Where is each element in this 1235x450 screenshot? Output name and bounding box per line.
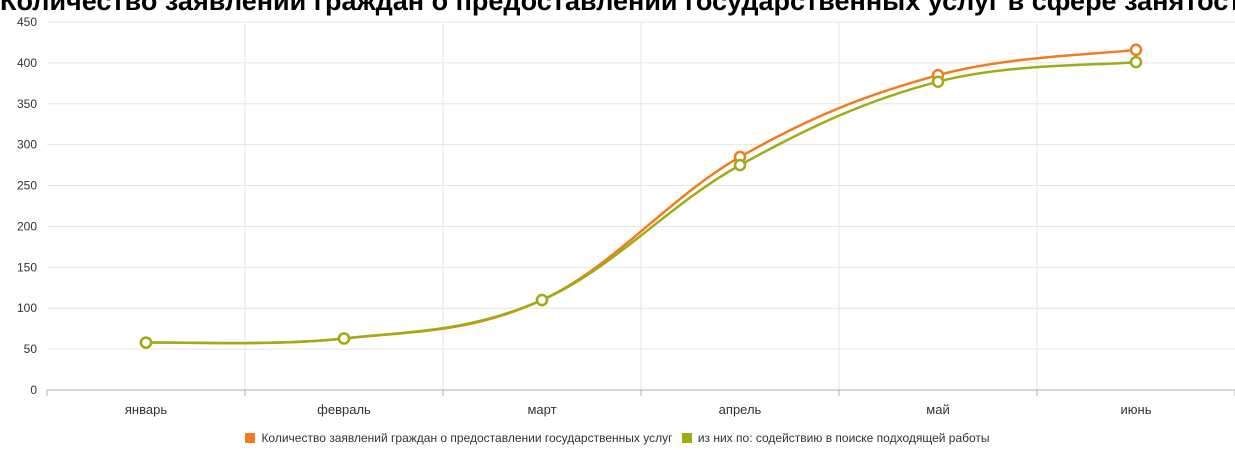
y-tick-label: 450 xyxy=(17,15,37,29)
data-point-series-2 xyxy=(733,158,747,172)
y-tick-label: 50 xyxy=(24,342,38,356)
legend: Количество заявлений граждан о предостав… xyxy=(0,431,1235,446)
legend-item-series-2[interactable]: из них по: содействию в поиске подходяще… xyxy=(681,431,990,445)
y-tick-label: 100 xyxy=(17,301,37,315)
y-tick-label: 300 xyxy=(17,138,37,152)
y-tick-label: 250 xyxy=(17,179,37,193)
x-tick-label: май xyxy=(926,402,949,417)
x-tick-label: февраль xyxy=(317,402,371,417)
data-point-series-2 xyxy=(1129,55,1143,69)
legend-label-series-2: из них по: содействию в поиске подходяще… xyxy=(697,431,990,445)
y-tick-label: 400 xyxy=(17,56,37,70)
data-point-series-1 xyxy=(1129,43,1143,57)
y-tick-label: 0 xyxy=(30,383,37,397)
x-tick-label: март xyxy=(527,402,556,417)
x-tick-label: июнь xyxy=(1121,402,1152,417)
data-point-series-2 xyxy=(337,332,351,345)
x-tick-label: апрель xyxy=(719,402,762,417)
y-tick-label: 200 xyxy=(17,219,37,233)
data-point-series-2 xyxy=(139,336,153,349)
y-tick-label: 350 xyxy=(17,97,37,111)
y-tick-label: 150 xyxy=(17,260,37,274)
line-chart: 0 50 100 150 200 250 300 350 400 450 январь февраль… xyxy=(17,15,1235,417)
legend-swatch-series-1 xyxy=(245,433,256,443)
legend-swatch-series-2 xyxy=(681,433,692,443)
legend-item-series-1[interactable]: Количество заявлений граждан о предостав… xyxy=(245,431,672,445)
series-line-2 xyxy=(145,60,1137,345)
data-point-series-2 xyxy=(931,75,945,88)
legend-label-series-1: Количество заявлений граждан о предостав… xyxy=(261,431,673,445)
chart-title: Количество заявлений граждан о предостав… xyxy=(0,0,1235,16)
data-point-series-2 xyxy=(535,293,549,307)
x-tick-label: январь xyxy=(125,402,167,417)
